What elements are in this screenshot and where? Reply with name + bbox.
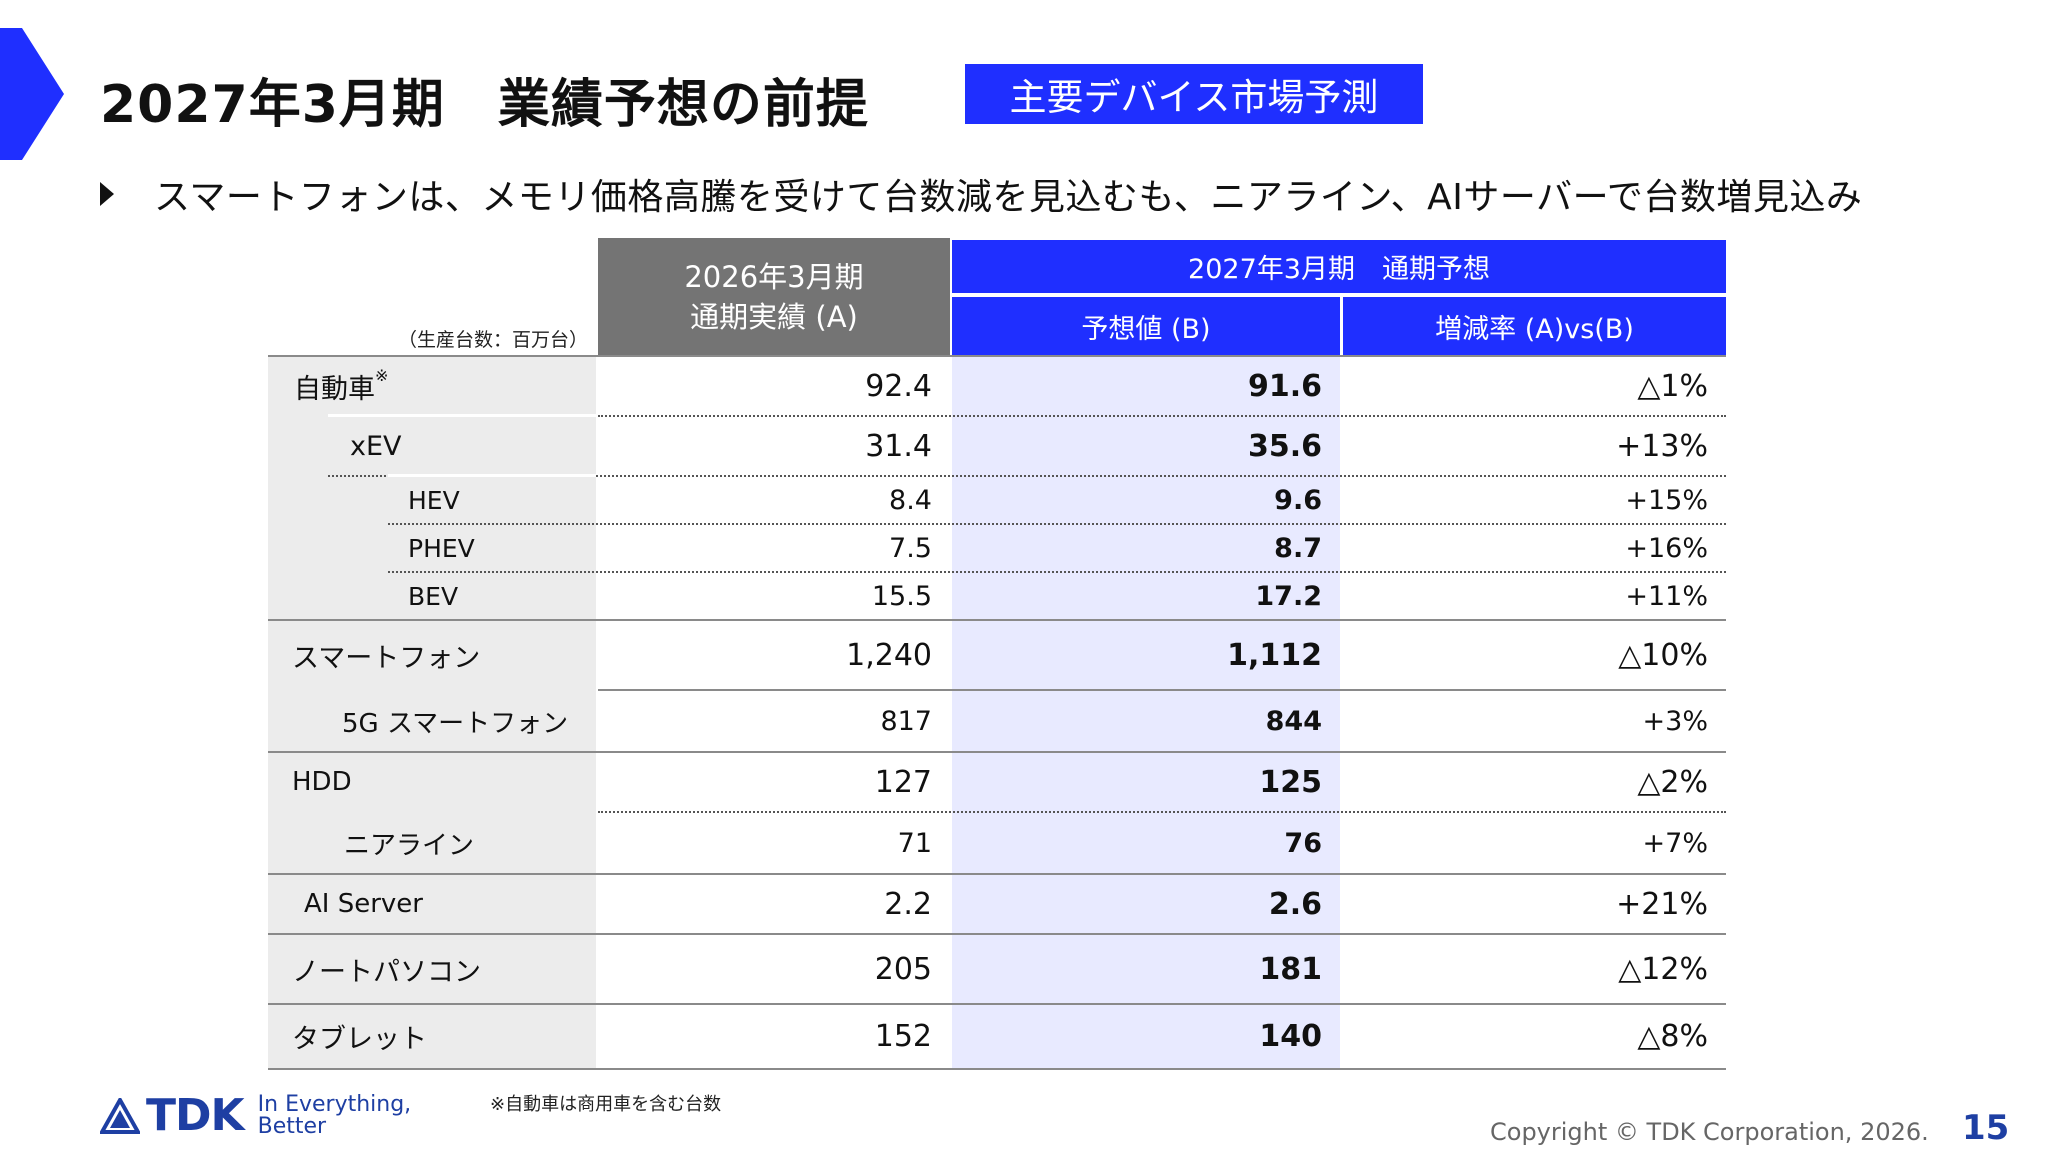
cell-c: +13% — [1616, 428, 1708, 464]
cell-a: 71 — [897, 827, 932, 859]
tdk-slogan: In Everything, Better — [257, 1091, 412, 1139]
cell-c: +11% — [1625, 580, 1708, 612]
col-b-header: 予想値 (B) — [952, 297, 1340, 356]
table-rule — [388, 474, 596, 477]
cell-a: 152 — [874, 1018, 932, 1054]
row-label-automotive: 自動車 ※ — [294, 356, 388, 416]
slogan-line2: Better — [257, 1113, 327, 1139]
cell-a: 2.2 — [884, 886, 932, 922]
tdk-symbol-icon — [100, 1097, 140, 1134]
cell-a: 205 — [874, 951, 932, 987]
page-number: 15 — [1962, 1108, 2010, 1148]
row-label-nearline: ニアライン — [344, 830, 475, 861]
cell-c: +15% — [1625, 484, 1708, 516]
cell-b: 125 — [1259, 764, 1322, 800]
cell-c: +16% — [1625, 532, 1708, 564]
row-label-smartphone: スマートフォン — [292, 642, 481, 674]
cell-b: 1,112 — [1227, 637, 1322, 673]
cell-c: +3% — [1642, 705, 1708, 737]
section-badge: 主要デバイス市場予測 — [965, 64, 1423, 124]
cell-a: 127 — [874, 764, 932, 800]
cell-a: 7.5 — [889, 532, 932, 564]
cell-a: 1,240 — [846, 637, 932, 673]
bullet-triangle-icon — [100, 182, 114, 206]
row-label-xev: xEV — [350, 430, 402, 462]
page-title: 2027年3月期 業績予想の前提 — [100, 75, 869, 135]
cell-b: 35.6 — [1247, 428, 1322, 464]
table-rule — [328, 475, 1726, 477]
table-rule — [388, 523, 1726, 525]
table-rule — [268, 619, 1726, 621]
row-label-bev: BEV — [408, 581, 459, 611]
unit-note: （生産台数：百万台） — [397, 328, 588, 351]
col-a-header: 2026年3月期 通期実績 (A) — [598, 238, 950, 356]
col-a-header-line1: 2026年3月期 — [684, 260, 864, 294]
row-label-hev: HEV — [408, 485, 460, 515]
bullet-text: スマートフォンは、メモリ価格高騰を受けて台数減を見込むも、ニアライン、AIサーバ… — [154, 177, 1863, 218]
cell-a: 92.4 — [865, 368, 932, 404]
cell-b: 9.6 — [1274, 484, 1322, 516]
copyright: Copyright © TDK Corporation, 2026. — [1490, 1118, 1929, 1146]
cell-c: +7% — [1642, 827, 1708, 859]
cell-b: 91.6 — [1247, 368, 1322, 404]
row-label-tablet: タブレット — [292, 1023, 427, 1055]
cell-b: 844 — [1265, 705, 1322, 737]
cell-b: 2.6 — [1268, 886, 1322, 922]
cell-c: △12% — [1618, 951, 1708, 987]
cell-b: 76 — [1284, 827, 1322, 859]
row-label-5g-smartphone: 5G スマートフォン — [342, 708, 569, 739]
chevron-arrow-icon — [0, 28, 64, 160]
cell-b: 140 — [1259, 1018, 1322, 1054]
row-label-hdd: HDD — [292, 767, 352, 797]
table-rule — [268, 1068, 1726, 1070]
tdk-logo: TDK In Everything, Better — [100, 1090, 411, 1141]
cell-b: 181 — [1259, 951, 1322, 987]
col-c-header: 増減率 (A)vs(B) — [1343, 297, 1726, 356]
table-rule — [268, 355, 1726, 357]
group-header: 2027年3月期 通期予想 — [952, 240, 1726, 293]
cell-c: △8% — [1637, 1018, 1708, 1054]
table-rule — [268, 873, 1726, 875]
cell-c: +21% — [1616, 886, 1708, 922]
table-rule — [598, 415, 1726, 417]
table-rule — [268, 933, 1726, 935]
cell-c: △10% — [1618, 637, 1708, 673]
row-label-ai-server: AI Server — [304, 889, 423, 919]
tdk-wordmark: TDK — [146, 1090, 245, 1141]
cell-c: △1% — [1637, 368, 1708, 404]
cell-a: 31.4 — [865, 428, 932, 464]
row-label-phev: PHEV — [408, 533, 475, 563]
row-label-text: 自動車 — [294, 373, 375, 405]
row-label-notebook-pc: ノートパソコン — [292, 956, 481, 988]
cell-a: 15.5 — [871, 580, 932, 612]
cell-a: 817 — [880, 705, 932, 737]
cell-c: △2% — [1637, 764, 1708, 800]
cell-a: 8.4 — [889, 484, 932, 516]
table-rule — [598, 811, 1726, 813]
slogan-line1: In Everything, — [257, 1091, 412, 1117]
table-rule — [598, 689, 1726, 691]
cell-b: 8.7 — [1274, 532, 1322, 564]
col-a-header-line2: 通期実績 (A) — [690, 300, 858, 334]
table-rule — [268, 1003, 1726, 1005]
bullet-point: スマートフォンは、メモリ価格高騰を受けて台数減を見込むも、ニアライン、AIサーバ… — [100, 168, 1862, 220]
cell-b: 17.2 — [1255, 580, 1322, 612]
table-rule — [388, 571, 1726, 573]
table-rule — [268, 751, 1726, 753]
table-rule — [328, 414, 596, 417]
footnote: ※自動車は商用車を含む台数 — [490, 1094, 722, 1115]
forecast-table: （生産台数：百万台） 2026年3月期 通期実績 (A) 2027年3月期 通期… — [268, 238, 1726, 1070]
footnote-mark: ※ — [375, 366, 389, 385]
